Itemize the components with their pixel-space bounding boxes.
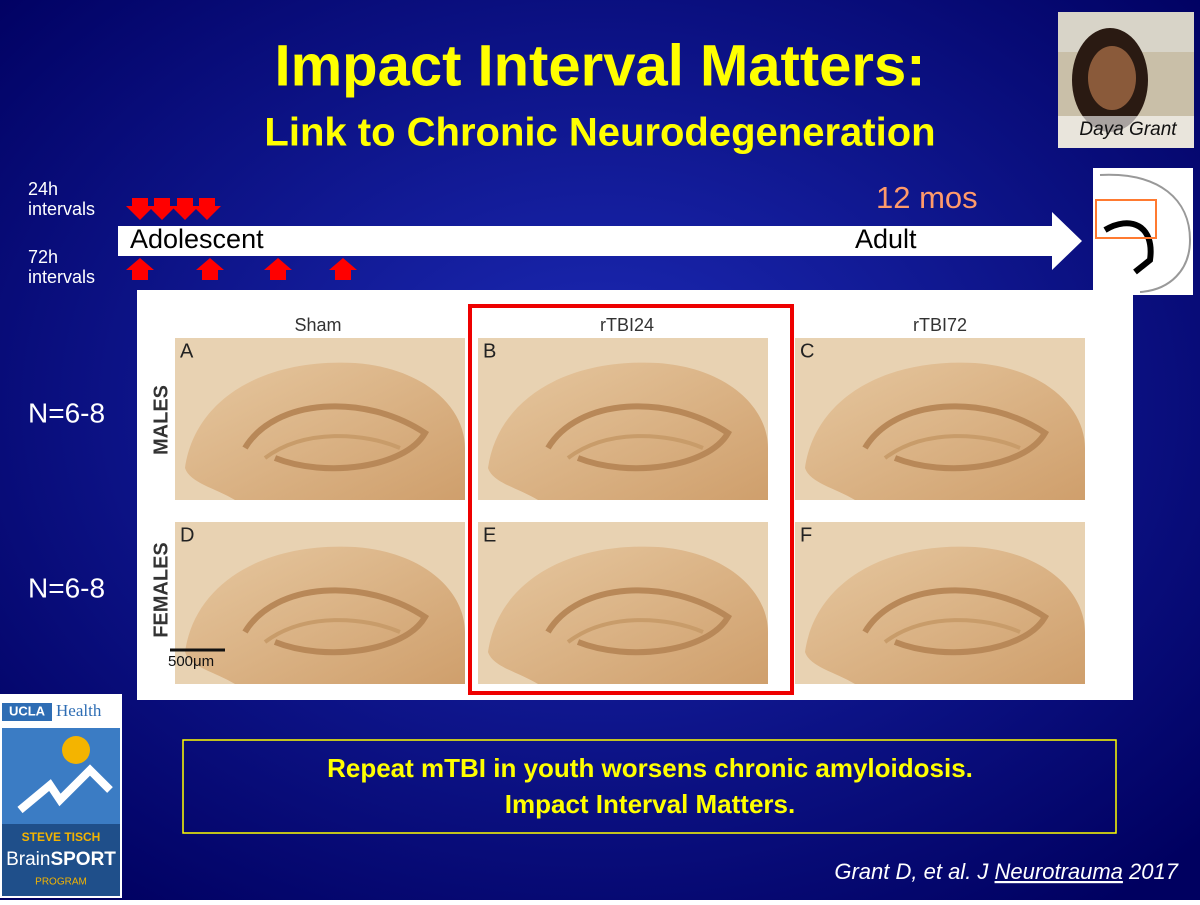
interval-72h: intervals xyxy=(28,267,95,287)
column-label: rTBI24 xyxy=(600,315,654,335)
row-label: FEMALES xyxy=(150,542,172,638)
logo-text: STEVE TISCH xyxy=(22,830,101,844)
interval-72h: 72h xyxy=(28,247,58,267)
column-label: Sham xyxy=(294,315,341,335)
panel-letter: A xyxy=(180,340,194,362)
title-line2: Link to Chronic Neurodegeneration xyxy=(264,111,935,155)
panel-letter: E xyxy=(483,524,496,546)
sample-size: N=6-8 xyxy=(28,397,105,428)
logo: UCLA Health STEVE TISCH BrainSPORT PROGR… xyxy=(0,694,122,898)
panel-letter: D xyxy=(180,524,194,546)
citation: Grant D, et al. J Neurotrauma 2017 xyxy=(834,859,1178,884)
conclusion: Repeat mTBI in youth worsens chronic amy… xyxy=(327,753,973,783)
sample-size: N=6-8 xyxy=(28,572,105,603)
logo-ucla: UCLA xyxy=(9,703,46,718)
brain-diagram xyxy=(1093,168,1193,295)
timeline-arrow xyxy=(118,212,1082,270)
interval-24h: intervals xyxy=(28,199,95,219)
logo-text: BrainSPORT xyxy=(6,849,116,870)
row-label: MALES xyxy=(150,385,172,455)
title-line1: Impact Interval Matters: xyxy=(274,33,925,98)
panel-letter: C xyxy=(800,340,814,362)
photo-caption: Daya Grant xyxy=(1079,119,1177,140)
interval-24h: 24h xyxy=(28,179,58,199)
panel-letter: F xyxy=(800,524,812,546)
highlight-box xyxy=(468,304,794,695)
timeline-duration: 12 mos xyxy=(876,180,978,215)
scale-bar: 500μm xyxy=(168,653,214,670)
timeline-start: Adolescent xyxy=(130,224,264,254)
conclusion: Impact Interval Matters. xyxy=(505,789,795,819)
column-label: rTBI72 xyxy=(913,315,967,335)
conclusion-box xyxy=(182,739,1117,834)
photo: Daya Grant xyxy=(1058,12,1194,148)
logo-health: Health xyxy=(56,701,102,720)
panel-letter: B xyxy=(483,340,496,362)
timeline-end: Adult xyxy=(855,224,917,254)
figure: Sham rTBI24 rTBI72 MALES FEMALES A B C D… xyxy=(137,290,1133,700)
logo-text: PROGRAM xyxy=(35,877,87,888)
